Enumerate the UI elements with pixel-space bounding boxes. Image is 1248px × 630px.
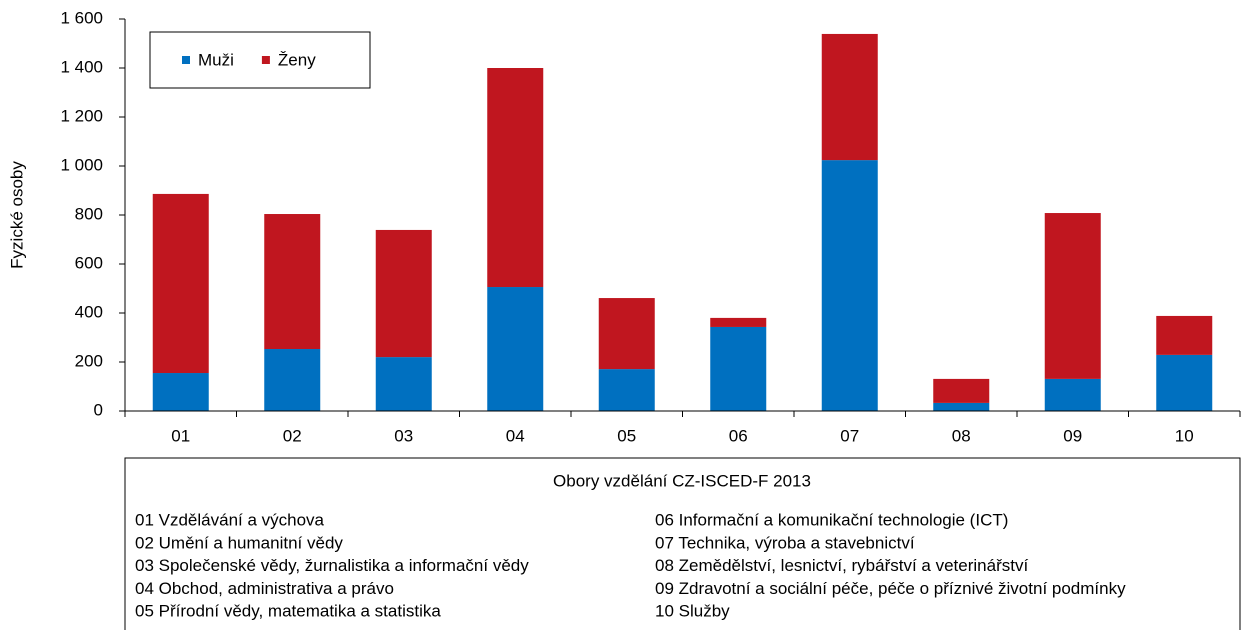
y-tick-label: 800 xyxy=(75,204,103,223)
bar xyxy=(487,68,544,288)
bar xyxy=(152,373,209,411)
bar xyxy=(710,317,767,327)
y-tick-label: 1 200 xyxy=(60,106,103,125)
category-key-item: 06 Informační a komunikační technologie … xyxy=(655,510,1008,529)
x-tick-label: 07 xyxy=(840,426,859,445)
category-key-item: 07 Technika, výroba a stavebnictví xyxy=(655,533,915,552)
y-tick-label: 600 xyxy=(75,253,103,272)
bar xyxy=(821,33,878,161)
y-axis-label: Fyzické osoby xyxy=(7,161,26,269)
bar xyxy=(1044,213,1101,379)
y-tick-label: 400 xyxy=(75,302,103,321)
bar xyxy=(1156,354,1213,411)
bar xyxy=(1044,378,1101,411)
x-tick-label: 03 xyxy=(394,426,413,445)
bar xyxy=(375,357,432,411)
y-tick-label: 1 000 xyxy=(60,155,103,174)
category-key-item: 08 Zemědělství, lesnictví, rybářství a v… xyxy=(655,556,1028,575)
legend-label: Muži xyxy=(198,50,234,69)
category-key-item: 01 Vzdělávání a výchova xyxy=(135,510,325,529)
bar xyxy=(375,229,432,358)
bar xyxy=(933,378,990,403)
category-key-title: Obory vzdělání CZ-ISCED-F 2013 xyxy=(553,471,811,490)
x-tick-label: 02 xyxy=(283,426,302,445)
category-key-item: 09 Zdravotní a sociální péče, péče o pří… xyxy=(655,579,1126,598)
category-key-item: 02 Umění a humanitní vědy xyxy=(135,533,343,552)
x-tick-label: 08 xyxy=(952,426,971,445)
x-tick-label: 04 xyxy=(506,426,525,445)
x-tick-label: 05 xyxy=(617,426,636,445)
x-tick-label: 09 xyxy=(1063,426,1082,445)
y-tick-label: 0 xyxy=(94,400,103,419)
category-key-item: 04 Obchod, administrativa a právo xyxy=(135,579,394,598)
x-tick-label: 06 xyxy=(729,426,748,445)
category-key-item: 05 Přírodní vědy, matematika a statistik… xyxy=(135,602,441,621)
legend-swatch xyxy=(182,56,190,64)
bar xyxy=(152,193,209,374)
bar xyxy=(933,402,990,411)
category-key-item: 10 Služby xyxy=(655,602,730,621)
legend-label: Ženy xyxy=(278,50,316,69)
bar xyxy=(264,214,321,350)
category-key-item: 03 Společenské vědy, žurnalistika a info… xyxy=(135,556,529,575)
bar xyxy=(598,369,655,411)
legend-swatch xyxy=(261,56,270,64)
y-tick-label: 1 400 xyxy=(60,57,103,76)
bar xyxy=(598,298,655,370)
bar xyxy=(1156,315,1213,355)
bar xyxy=(821,160,878,411)
x-tick-label: 01 xyxy=(171,426,190,445)
bar xyxy=(710,326,767,411)
bar xyxy=(264,349,321,411)
y-tick-label: 1 600 xyxy=(60,8,103,27)
y-tick-label: 200 xyxy=(75,351,103,370)
bar xyxy=(487,287,544,411)
category-key-box xyxy=(124,457,1241,630)
x-tick-label: 10 xyxy=(1175,426,1194,445)
